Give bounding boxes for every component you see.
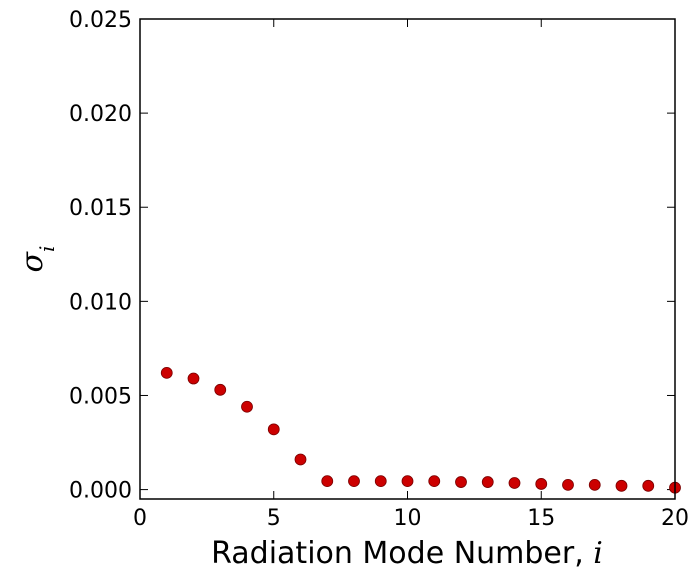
x-tick-label: 0 (133, 506, 147, 531)
data-point (160, 366, 173, 379)
data-point (535, 478, 548, 490)
y-tick-label: 0.015 (69, 196, 132, 221)
y-axis-label: σi (15, 246, 59, 273)
data-point (187, 372, 200, 385)
y-tick-label: 0.010 (69, 290, 132, 315)
data-point (588, 478, 601, 491)
x-tick-label: 20 (661, 506, 689, 531)
plot-frame (139, 18, 676, 500)
x-tick-label: 5 (267, 506, 281, 531)
x-tick-label: 15 (527, 506, 555, 531)
y-tick-label: 0.000 (69, 479, 132, 504)
data-point (401, 475, 414, 488)
x-axis-label-text: Radiation Mode Number, (211, 536, 593, 569)
y-tick-label: 0.020 (69, 102, 132, 127)
data-point (241, 400, 253, 413)
data-point (374, 475, 387, 488)
y-tick-label: 0.005 (69, 384, 132, 409)
data-point (615, 479, 628, 492)
y-tick-label: 0.025 (69, 8, 132, 33)
data-point (348, 475, 360, 488)
data-point (455, 476, 467, 488)
x-axis-label: Radiation Mode Number, i (211, 536, 603, 569)
axis-ticks: 0 5 10 15 20 0.000 0.005 0.010 0.015 0.020 0.025 (69, 8, 689, 531)
data-point (642, 479, 655, 492)
data-point (562, 478, 574, 491)
y-axis-label-symbol: σ (15, 250, 50, 272)
data-point (481, 476, 494, 488)
data-point (321, 475, 334, 488)
data-point (508, 477, 521, 489)
data-point (214, 383, 227, 396)
x-axis-label-math: i (593, 536, 603, 569)
data-point (428, 475, 441, 488)
data-point (267, 423, 280, 436)
data-point (294, 453, 307, 466)
x-tick-label: 10 (394, 506, 422, 531)
y-axis-label-subscript: i (35, 246, 59, 252)
data-points (160, 366, 681, 494)
